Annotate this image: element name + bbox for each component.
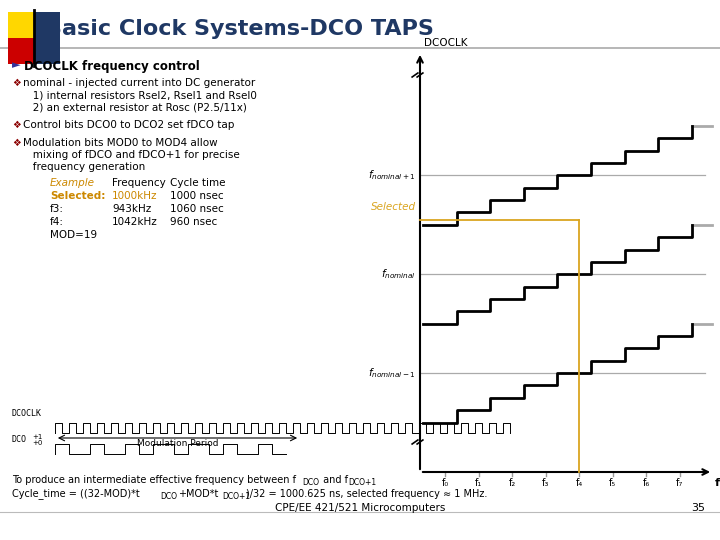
Text: DCO: DCO [160, 492, 177, 501]
Text: f₁: f₁ [475, 478, 482, 488]
Text: Frequency: Frequency [112, 178, 166, 188]
Text: 2) an external resistor at Rosc (P2.5/11x): 2) an external resistor at Rosc (P2.5/11… [23, 102, 247, 112]
Text: ►: ► [12, 60, 24, 70]
Text: f3:: f3: [50, 204, 64, 214]
Text: f₃: f₃ [542, 478, 549, 488]
Text: DCO: DCO [12, 435, 27, 444]
Text: 943kHz: 943kHz [112, 204, 151, 214]
Text: To produce an intermediate effective frequency between f: To produce an intermediate effective fre… [12, 475, 296, 485]
Text: 1000 nsec: 1000 nsec [170, 191, 224, 201]
Text: $f_{nominal-1}$: $f_{nominal-1}$ [368, 366, 416, 380]
Text: f₂: f₂ [508, 478, 516, 488]
Text: mixing of fDCO and fDCO+1 for precise: mixing of fDCO and fDCO+1 for precise [23, 150, 240, 160]
Text: 1042kHz: 1042kHz [112, 217, 158, 227]
Text: Cycle time: Cycle time [170, 178, 225, 188]
Text: f₇: f₇ [676, 478, 683, 488]
Text: Basic Clock Systems-DCO TAPS: Basic Clock Systems-DCO TAPS [45, 19, 434, 39]
Text: Example: Example [50, 178, 95, 188]
Text: fDCO: fDCO [715, 478, 720, 488]
Text: f4:: f4: [50, 217, 64, 227]
Text: Modulation Period: Modulation Period [137, 439, 218, 448]
Text: 1060 nsec: 1060 nsec [170, 204, 224, 214]
Bar [8, 12, 34, 38]
Text: and f: and f [320, 475, 348, 485]
Text: MOD=19: MOD=19 [50, 230, 97, 240]
Bar [34, 12, 60, 38]
Text: +1: +1 [32, 434, 42, 440]
Text: DCO+1: DCO+1 [222, 492, 250, 501]
Text: $f_{nominal}$: $f_{nominal}$ [381, 267, 416, 281]
Text: f₀: f₀ [441, 478, 449, 488]
Text: $f_{nominal+1}$: $f_{nominal+1}$ [368, 168, 416, 183]
Text: )/32 = 1000.625 ns, selected frequency ≈ 1 MHz.: )/32 = 1000.625 ns, selected frequency ≈… [246, 489, 487, 499]
Text: nominal - injected current into DC generator: nominal - injected current into DC gener… [23, 78, 256, 88]
Text: DCOCLK: DCOCLK [424, 38, 467, 48]
Text: 960 nsec: 960 nsec [170, 217, 217, 227]
Text: ❖: ❖ [12, 120, 21, 130]
Text: f₄: f₄ [575, 478, 583, 488]
Text: CPE/EE 421/521 Microcomputers: CPE/EE 421/521 Microcomputers [275, 503, 445, 513]
Text: ❖: ❖ [12, 78, 21, 88]
Text: 1) internal resistors Rsel2, Rsel1 and Rsel0: 1) internal resistors Rsel2, Rsel1 and R… [23, 90, 257, 100]
Text: 35: 35 [691, 503, 705, 513]
Text: Modulation bits MOD0 to MOD4 allow: Modulation bits MOD0 to MOD4 allow [23, 138, 217, 148]
Text: Cycle_time = ((32-MOD)*t: Cycle_time = ((32-MOD)*t [12, 488, 140, 499]
Text: 1000kHz: 1000kHz [112, 191, 158, 201]
Bar [34, 38, 60, 64]
Text: +MOD*t: +MOD*t [178, 489, 218, 499]
Text: DCOCLK frequency control: DCOCLK frequency control [24, 60, 199, 73]
Text: DCO: DCO [302, 478, 319, 487]
Text: ❖: ❖ [12, 138, 21, 148]
Bar [8, 38, 34, 64]
Text: Selected: Selected [371, 202, 416, 212]
Text: DCO+1: DCO+1 [348, 478, 376, 487]
Text: DCOCLK: DCOCLK [12, 409, 42, 418]
Text: f₆: f₆ [643, 478, 650, 488]
Text: frequency generation: frequency generation [23, 162, 145, 172]
Text: Control bits DCO0 to DCO2 set fDCO tap: Control bits DCO0 to DCO2 set fDCO tap [23, 120, 235, 130]
Text: f₅: f₅ [609, 478, 616, 488]
Text: Selected:: Selected: [50, 191, 105, 201]
Text: +0: +0 [32, 440, 42, 446]
